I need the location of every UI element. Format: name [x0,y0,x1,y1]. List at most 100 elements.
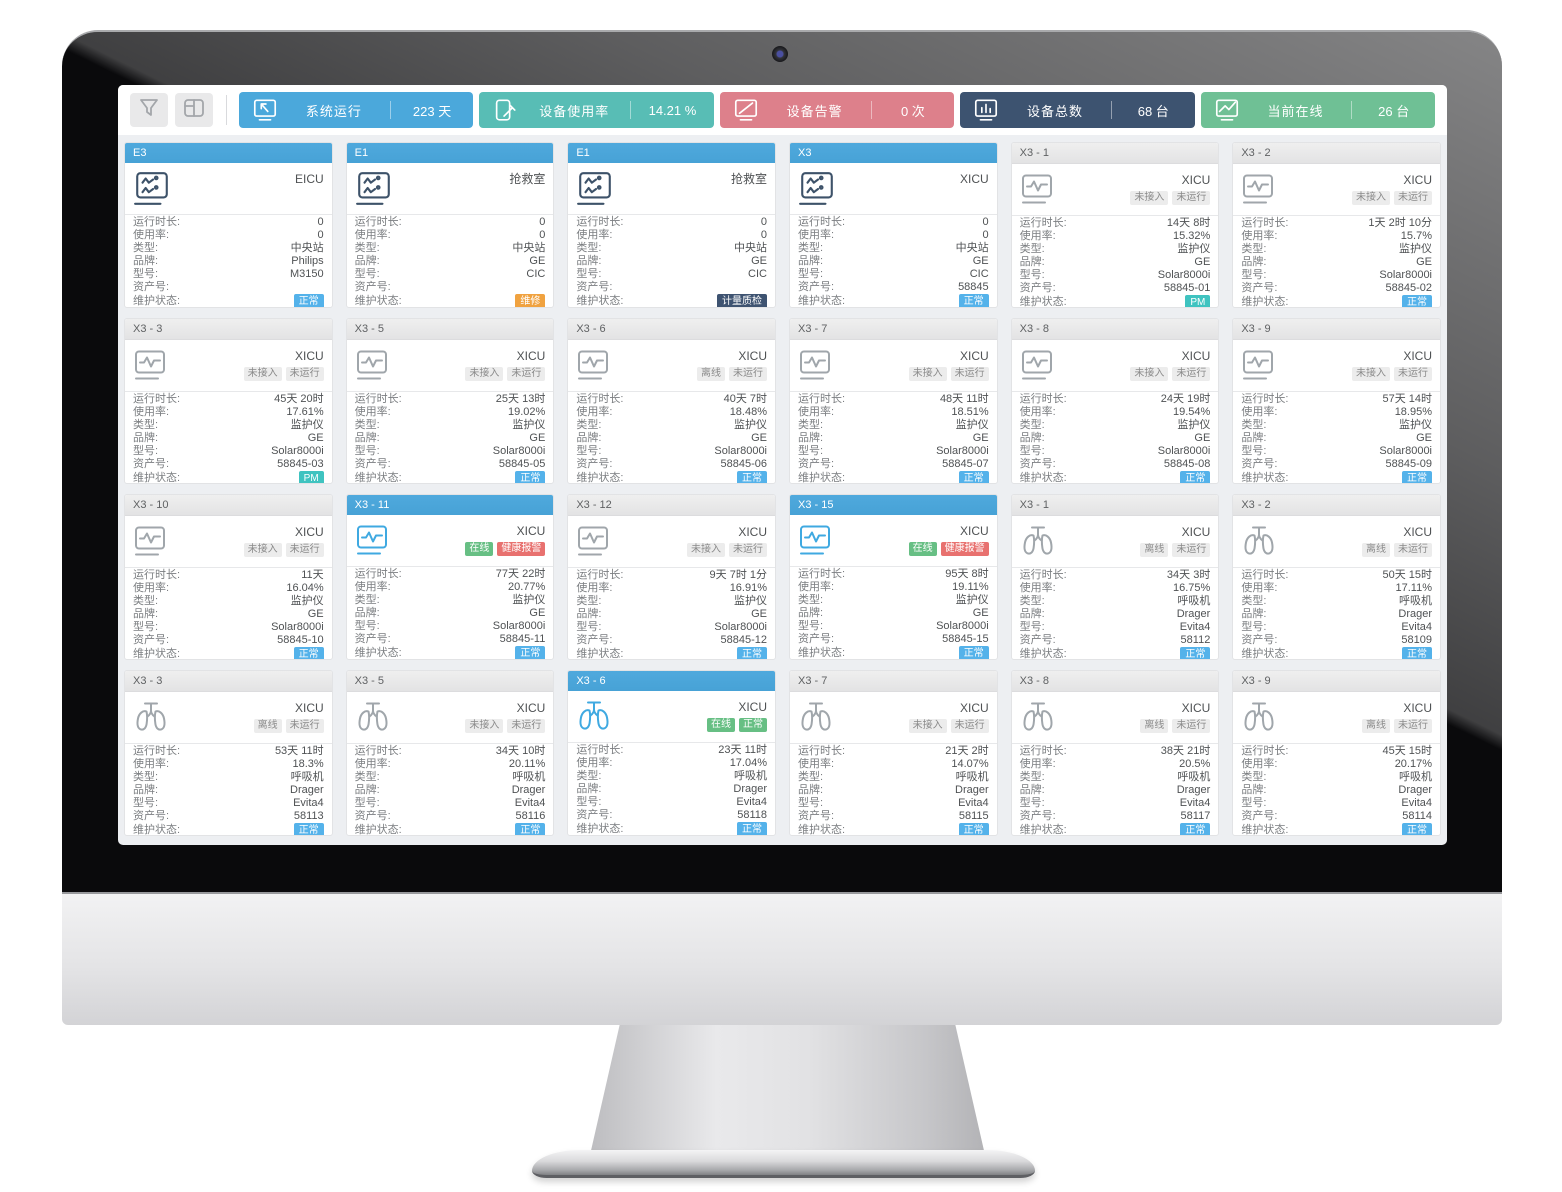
device-card[interactable]: X3 - 11 XICU 在线 健康报警 运行时长: 77天 22时 使用率: 20.7… [345,494,555,660]
field-row-asset: 资产号: 58845-01 [1020,282,1211,295]
layout-button[interactable] [175,93,213,127]
status-badge: 未接入 [465,718,504,733]
card-header: X3 - 5 [346,319,554,340]
field-value: Evita4 [736,796,767,808]
card-badges: 未接入 未运行 [844,718,989,734]
field-label: 资产号: [576,634,613,646]
field-value: Drager [290,784,324,796]
field-row-runtime: 运行时长: 34天 10时 [355,745,546,758]
card-location: XICU [294,348,324,363]
card-badges [622,189,767,205]
card-header: X3 - 1 [1011,495,1219,516]
field-value: Evita4 [1401,797,1432,809]
field-row-usage: 使用率: 17.61% [133,406,324,419]
device-card[interactable]: X3 - 7 XICU 未接入 未运行 运行时长: 21天 2时 使用率: 14.07%… [789,670,998,836]
device-card[interactable]: X3 - 5 XICU 未接入 未运行 运行时长: 25天 13时 使用率: 19.02… [345,318,555,484]
device-card[interactable]: X3 - 7 XICU 未接入 未运行 运行时长: 48天 11时 使用率: 18.51… [789,318,998,484]
device-card[interactable]: E1 抢救室 运行时长: 0 使用率: 0 类型: 中央站 品牌: GE 型号: CIC 资产号: 维… [345,142,555,308]
field-row-brand: 品牌: GE [798,432,989,445]
filter-button[interactable] [130,93,168,127]
maintenance-status-badge: 正常 [737,822,767,835]
stat-pill-device-alarm[interactable]: 设备告警 0 次 [719,92,955,128]
field-label: 品牌: [576,432,602,444]
device-card[interactable]: X3 - 6 XICU 离线 未运行 运行时长: 40天 7时 使用率: 18.48% 类… [567,318,776,484]
status-badge: 离线 [1140,718,1169,733]
field-value: 11天 [301,569,324,581]
field-label: 资产号: [1019,458,1056,470]
field-row-usage: 使用率: 19.54% [1020,406,1211,419]
field-label: 品牌: [133,608,159,620]
field-value: 57天 14时 [1382,393,1432,405]
field-value: 95天 8时 [945,568,989,580]
field-row-status: 维护状态: 正常 [1241,823,1432,835]
device-card[interactable]: X3 - 8 XICU 未接入 未运行 运行时长: 24天 19时 使用率: 19.54… [1010,318,1220,484]
field-row-brand: 品牌: Drager [798,784,989,797]
stat-pills: 系统运行 223 天 设备使用率 14.21 % 设备告警 0 次 设备总数 6… [239,92,1436,128]
device-card[interactable]: X3 - 5 XICU 未接入 未运行 运行时长: 34天 10时 使用率: 20.11… [345,670,555,836]
device-card[interactable]: X3 - 8 XICU 离线 未运行 运行时长: 38天 21时 使用率: 20.5% 类… [1010,670,1220,836]
field-row-model: 型号: Solar8000i [1241,445,1432,458]
field-value: 1天 2时 10分 [1368,217,1432,229]
stat-label: 设备使用率 [539,103,610,119]
device-card[interactable]: E1 抢救室 运行时长: 0 使用率: 0 类型: 中央站 品牌: GE 型号: CIC 资产号: 维… [567,142,776,308]
device-card[interactable]: X3 - 2 XICU 离线 未运行 运行时长: 50天 15时 使用率: 17.11%… [1232,494,1441,660]
field-value: 58115 [958,810,989,822]
field-row-brand: 品牌: Drager [1020,608,1211,621]
stat-label: 设备告警 [786,103,843,119]
field-value: 14.07% [951,758,989,770]
device-card[interactable]: X3 - 9 XICU 未接入 未运行 运行时长: 57天 14时 使用率: 18.95… [1232,318,1441,484]
device-card[interactable]: X3 - 15 XICU 在线 健康报警 运行时长: 95天 8时 使用率: 19.11… [789,494,998,660]
device-card[interactable]: X3 - 10 XICU 未接入 未运行 运行时长: 11天 使用率: 16.04% 类型… [124,494,333,660]
field-value: 58845-12 [720,634,768,646]
card-location: XICU [738,524,767,539]
field-row-model: 型号: CIC [798,268,989,281]
status-badge: 在线 [707,717,735,732]
device-card[interactable]: X3 - 6 XICU 在线 正常 运行时长: 23天 11时 使用率: 17.04% 类… [567,670,776,836]
stat-pill-online-now[interactable]: 当前在线 26 台 [1200,92,1436,128]
field-value: Solar8000i [1157,445,1211,457]
field-row-usage: 使用率: 18.3% [133,758,324,771]
field-value: GE [307,608,324,620]
device-card[interactable]: X3 - 9 XICU 离线 未运行 运行时长: 45天 15时 使用率: 20.17%… [1232,670,1441,836]
field-row-usage: 使用率: 15.32% [1020,230,1211,243]
field-value: 58845-07 [942,458,989,470]
field-value: Evita4 [1401,621,1432,633]
card-fields: 运行时长: 34天 3时 使用率: 16.75% 类型: 呼吸机 品牌: Drager 型号: E… [1012,568,1219,659]
device-card[interactable]: X3 - 3 XICU 未接入 未运行 运行时长: 45天 20时 使用率: 17.61… [124,318,333,484]
card-fields: 运行时长: 14天 8时 使用率: 15.32% 类型: 监护仪 品牌: GE 型号: Solar… [1012,216,1219,307]
field-row-brand: 品牌: GE [1020,256,1211,269]
device-card[interactable]: X3 - 1 XICU 离线 未运行 运行时长: 34天 3时 使用率: 16.75% 类… [1010,494,1220,660]
card-location: XICU [1181,348,1211,363]
card-header: X3 - 7 [790,671,997,692]
status-badge: 未运行 [1172,366,1211,381]
field-value: 58118 [737,809,767,821]
card-fields: 运行时长: 45天 20时 使用率: 17.61% 类型: 监护仪 品牌: GE 型号: Sola… [125,392,332,483]
status-badge: 未接入 [687,542,725,557]
field-row-brand: 品牌: Drager [133,784,324,797]
field-row-asset: 资产号: 58845-05 [355,458,546,471]
field-label: 型号: [798,620,824,632]
maintenance-status-badge: 正常 [737,471,767,483]
device-card[interactable]: X3 XICU 运行时长: 0 使用率: 0 类型: 中央站 品牌: GE 型号: CIC 资产号:… [789,142,998,308]
maintenance-status-badge: 正常 [1180,471,1211,483]
field-value: 15.7% [1400,230,1432,242]
device-card[interactable]: X3 - 12 XICU 未接入 未运行 运行时长: 9天 7时 1分 使用率: 16.… [567,494,776,660]
device-card[interactable]: X3 - 2 XICU 未接入 未运行 运行时长: 1天 2时 10分 使用率: 15.… [1232,142,1441,308]
stat-value: 68 台 [1137,103,1169,119]
field-label: 使用率: [798,758,835,770]
device-card[interactable]: X3 - 3 XICU 离线 未运行 运行时长: 53天 11时 使用率: 18.3% 类… [124,670,333,836]
device-card[interactable]: E3 EICU 运行时长: 0 使用率: 0 类型: 中央站 品牌: Philips 型号: M3… [124,142,333,308]
field-label: 资产号: [576,809,613,821]
field-row-runtime: 运行时长: 40天 7时 [576,393,767,406]
field-value: 58845-15 [942,633,989,645]
patient-monitor-icon [1020,349,1066,381]
stat-pill-device-total[interactable]: 设备总数 68 台 [960,92,1195,128]
stat-pill-system-runtime[interactable]: 系统运行 223 天 [239,92,474,128]
field-value: Solar8000i [492,445,546,457]
central-station-icon [355,171,401,206]
device-card[interactable]: X3 - 1 XICU 未接入 未运行 运行时长: 14天 8时 使用率: 15.32%… [1010,142,1220,308]
field-row-asset: 资产号: 58845-07 [798,458,989,471]
stat-pill-device-usage[interactable]: 设备使用率 14.21 % [479,92,714,128]
field-label: 使用率: [798,229,835,241]
card-fields: 运行时长: 23天 11时 使用率: 17.04% 类型: 呼吸机 品牌: Drager 型号:… [568,743,775,835]
